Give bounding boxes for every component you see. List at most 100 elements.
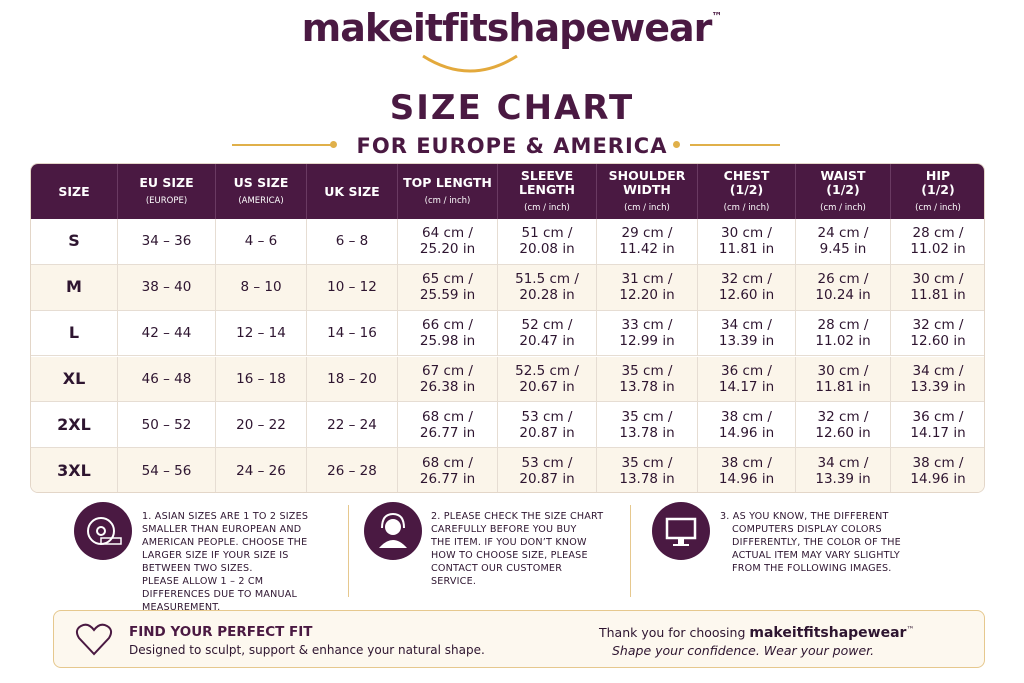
header-cell: SLEEVE LENGTH (cm / inch) xyxy=(498,164,597,219)
dot xyxy=(673,141,680,148)
header-text: TOP LENGTH xyxy=(403,174,492,190)
cell-line: 36 cm / xyxy=(721,362,772,379)
cell-line: 34 cm / xyxy=(912,362,964,379)
cell-line: 13.39 in xyxy=(910,378,966,395)
cell-line: 68 cm / xyxy=(422,454,473,471)
note-line: 3. AS YOU KNOW, THE DIFFERENT xyxy=(720,511,889,522)
cell-line: 35 cm / xyxy=(621,408,673,425)
table-cell: 67 cm /26.38 in xyxy=(398,356,498,403)
subtitle: FOR EUROPE & AMERICA xyxy=(356,134,668,158)
cell-line: 35 cm / xyxy=(621,362,673,379)
header-text: (1/2) xyxy=(729,181,764,197)
cell-line: 29 cm / xyxy=(621,225,673,242)
table-cell: 36 cm /14.17 in xyxy=(891,402,984,449)
header-text: LENGTH xyxy=(519,181,575,197)
cell-line: 38 cm / xyxy=(912,454,964,471)
cell-line: 65 cm / xyxy=(422,271,473,288)
cell-line: 11.81 in xyxy=(815,378,871,395)
table-cell: 32 cm /12.60 in xyxy=(698,264,796,311)
cell-line: 26 cm / xyxy=(817,271,869,288)
rule xyxy=(690,144,780,146)
cell-line: 34 cm / xyxy=(817,454,869,471)
table-cell: 65 cm /25.59 in xyxy=(398,264,498,311)
table-cell: 33 cm /12.99 in xyxy=(597,310,698,357)
cell-line: 32 cm / xyxy=(721,271,772,288)
cell-line: 20.87 in xyxy=(519,424,575,441)
header-cell: CHEST (1/2) (cm / inch) xyxy=(698,164,796,219)
table-cell: 22 – 24 xyxy=(307,402,398,449)
size-cell: S xyxy=(31,219,118,265)
cell-line: 30 cm / xyxy=(912,271,964,288)
size-cell: 3XL xyxy=(31,448,118,492)
cell-line: 66 cm / xyxy=(422,317,473,334)
table-cell: 18 – 20 xyxy=(307,356,398,403)
header-text: CHEST xyxy=(723,167,770,183)
cell-line: 52 cm / xyxy=(521,317,573,334)
cell-line: 11.81 in xyxy=(910,287,966,304)
footer-thanks: Thank you for choosing makeitfitshapewea… xyxy=(599,625,914,641)
cell-line: 24 cm / xyxy=(817,225,869,242)
title: SIZE CHART xyxy=(389,88,635,128)
header-unit: (cm / inch) xyxy=(624,202,670,213)
cell-line: 13.78 in xyxy=(619,378,675,395)
cell-line: 34 cm / xyxy=(721,317,772,334)
monitor-icon xyxy=(652,502,710,560)
note-line: ACTUAL ITEM MAY VARY SLIGHTLY xyxy=(732,550,900,561)
cell-line: 31 cm / xyxy=(621,271,673,288)
cell-line: 14.17 in xyxy=(910,424,966,441)
cell-line: 20.28 in xyxy=(519,287,575,304)
table-cell: 64 cm /25.20 in xyxy=(398,219,498,265)
cell-line: 20.08 in xyxy=(519,241,575,258)
table-cell: 34 cm /13.39 in xyxy=(796,448,891,492)
header-text: (1/2) xyxy=(921,181,955,197)
heart-icon xyxy=(75,623,113,656)
header-unit: (cm / inch) xyxy=(424,195,471,206)
table-cell: 38 cm /14.96 in xyxy=(698,448,796,492)
table-cell: 12 – 14 xyxy=(216,310,307,357)
cell-line: 36 cm / xyxy=(912,408,964,425)
cell-line: 26.77 in xyxy=(419,470,476,487)
footer: FIND YOUR PERFECT FIT Designed to sculpt… xyxy=(53,610,985,668)
header-cell: TOP LENGTH (cm / inch) xyxy=(398,164,498,219)
cell-line: 12.99 in xyxy=(619,333,675,350)
cell-line: 9.45 in xyxy=(819,241,867,258)
cell-line: 20.47 in xyxy=(519,333,575,350)
note: 3. AS YOU KNOW, THE DIFFERENT COMPUTERS D… xyxy=(720,510,901,575)
cell-line: 38 cm / xyxy=(721,408,772,425)
table-cell: 26 – 28 xyxy=(307,448,398,492)
note-line: BETWEEN TWO SIZES. xyxy=(142,563,253,574)
slogan: Shape your confidence. Wear your power. xyxy=(612,643,875,658)
note-line: DIFFERENCES DUE TO MANUAL xyxy=(142,589,298,600)
table-cell: 35 cm /13.78 in xyxy=(597,356,698,403)
table-cell: 24 cm /9.45 in xyxy=(796,219,891,265)
note-line: THE ITEM. IF YOU DON’T KNOW xyxy=(431,537,587,548)
table-cell: 28 cm /11.02 in xyxy=(891,219,984,265)
cell-line: 14.96 in xyxy=(910,470,966,487)
header-cell: WAIST (1/2) (cm / inch) xyxy=(796,164,891,219)
cell-line: 11.02 in xyxy=(815,333,871,350)
table-cell: 46 – 48 xyxy=(118,356,216,403)
table-cell: 54 – 56 xyxy=(118,448,216,492)
table-cell: 42 – 44 xyxy=(118,310,216,357)
header-cell: US SIZE (AMERICA) xyxy=(216,164,307,219)
cell-line: 53 cm / xyxy=(521,454,573,471)
cell-line: 33 cm / xyxy=(621,317,673,334)
table-cell: 26 cm /10.24 in xyxy=(796,264,891,311)
cell-line: 10.24 in xyxy=(815,287,871,304)
note-line: SMALLER THAN EUROPEAN AND xyxy=(142,524,302,535)
cell-line: 12.60 in xyxy=(910,333,966,350)
cell-line: 20.87 in xyxy=(519,470,575,487)
cell-line: 12.20 in xyxy=(619,287,675,304)
header-text: EU SIZE xyxy=(139,174,194,190)
table-cell: 34 – 36 xyxy=(118,219,216,265)
footer-heading: FIND YOUR PERFECT FIT xyxy=(129,624,313,640)
note-line: FROM THE FOLLOWING IMAGES. xyxy=(732,563,892,574)
table-cell: 51 cm /20.08 in xyxy=(498,219,597,265)
table-cell: 6 – 8 xyxy=(307,219,398,265)
cell-line: 35 cm / xyxy=(621,454,673,471)
header-text: SHOULDER xyxy=(608,167,686,183)
cell-line: 12.60 in xyxy=(718,287,775,304)
footer-brand: makeitfitshapewear xyxy=(749,625,907,642)
table-cell: 38 – 40 xyxy=(118,264,216,311)
